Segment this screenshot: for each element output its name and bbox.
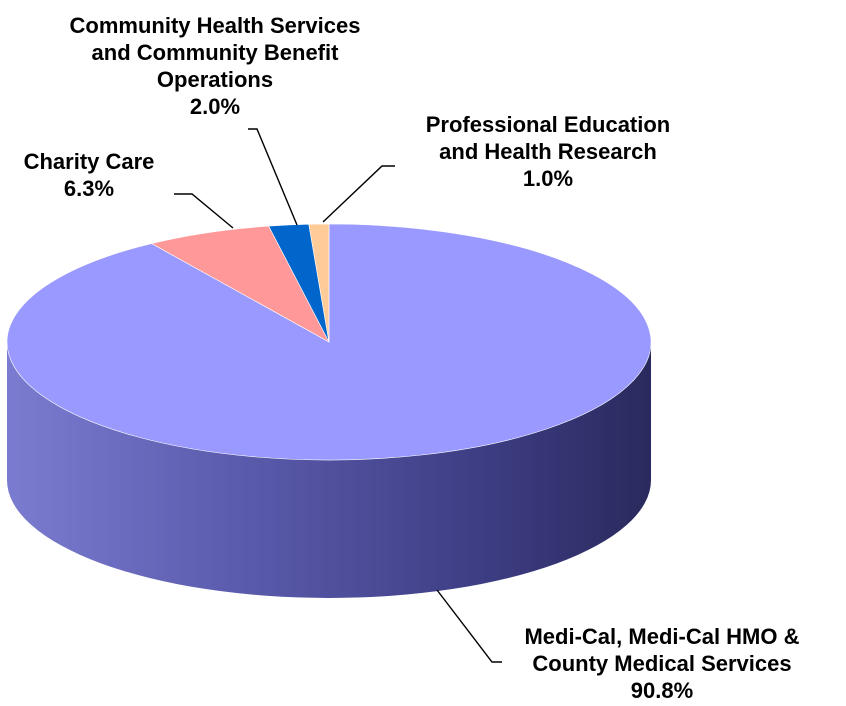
slice-label-medi-cal-line-1: Medi-Cal, Medi-Cal HMO & [524,624,800,649]
slice-label-professional-education: Professional Education and Health Resear… [388,111,708,192]
pie-slice-charity-care [150,225,330,343]
slice-label-community-health-line-3: Operations [156,67,274,92]
slice-label-professional-education-line-2: and Health Research [439,139,657,164]
slice-value-community-health: 2.0% [189,94,241,119]
leader-line-medi-cal [436,589,502,663]
leader-line-professional-education [322,165,395,223]
slice-label-professional-education-line-1: Professional Education [425,112,671,137]
slice-label-medi-cal-line-2: County Medical Services [532,651,792,676]
pie-side-wall [7,342,651,598]
slice-label-community-health: Community Health Services and Community … [20,12,410,120]
slice-value-medi-cal: 90.8% [630,678,694,703]
slice-label-community-health-line-1: Community Health Services [69,13,361,38]
leader-line-community-health [248,128,298,226]
slice-label-medi-cal: Medi-Cal, Medi-Cal HMO & County Medical … [472,623,846,704]
slice-value-charity-care: 6.3% [63,176,115,201]
slice-value-professional-education: 1.0% [522,166,574,191]
slice-label-charity-care: Charity Care 6.3% [14,148,164,202]
pie-slice-professional-education [308,223,330,343]
slice-label-community-health-line-2: and Community Benefit [91,40,339,65]
leader-line-charity-care [174,193,234,229]
slice-label-charity-care-line-1: Charity Care [23,149,155,174]
pie-side-medi-cal [7,342,651,598]
